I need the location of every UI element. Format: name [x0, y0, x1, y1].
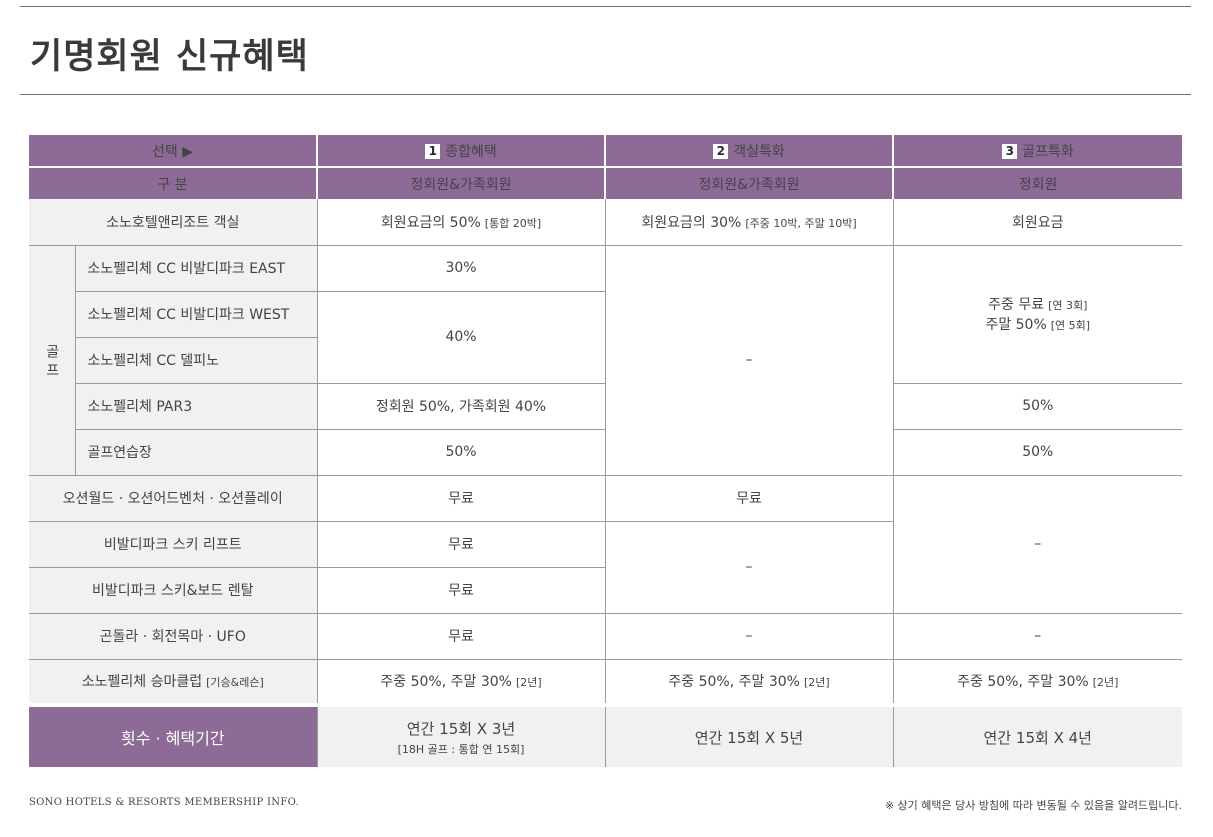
row-label-golf-west: 소노펠리체 CC 비발디파크 WEST [74, 291, 318, 338]
header-row-members: 구 분 정회원&가족회원 정회원&가족회원 정회원 [29, 166, 1183, 199]
row-label-period: 횟수 · 혜택기간 [29, 703, 318, 767]
option-2-header[interactable]: 2 객실특화 [605, 135, 895, 167]
par3-option-3: 50% [892, 383, 1183, 430]
gondola-option-2: – [604, 613, 894, 660]
footer-disclaimer: ※ 상기 혜택은 당사 방침에 따라 변동될 수 있음을 알려드립니다. [884, 799, 1182, 812]
row-label-par3: 소노펠리체 PAR3 [74, 383, 318, 430]
ski-rental-option-1: 무료 [316, 567, 606, 614]
cell-note: [연 3회] [1048, 299, 1088, 312]
row-label-riding: 소노펠리체 승마클럽 [기승&레슨] [29, 659, 318, 706]
cell-note: [통합 20박] [484, 216, 542, 230]
category-label: 구 분 [29, 166, 319, 199]
table-row: 소노펠리체 CC 비발디파크 WEST 40% [29, 291, 1182, 384]
ski-lift-option-1: 무료 [316, 521, 606, 568]
hotel-option-2: 회원요금의 30% [주중 10박, 주말 10박] [604, 199, 894, 246]
ocean-option-1: 무료 [316, 475, 606, 522]
hotel-option-3: 회원요금 [892, 199, 1183, 246]
table-row: 골 프 소노펠리체 CC 비발디파크 EAST 30% – 주중 무료 [연 3회… [29, 245, 1183, 476]
cell-note: [기승&레슨] [206, 676, 264, 690]
riding-option-3: 주중 50%, 주말 30% [2년] [892, 659, 1183, 706]
option-3-number: 3 [1002, 144, 1018, 159]
riding-option-1: 주중 50%, 주말 30% [2년] [316, 659, 606, 706]
row-label-ski-lift: 비발디파크 스키 리프트 [29, 521, 318, 568]
table-row: 비발디파크 스키&보드 렌탈 무료 [29, 567, 1182, 614]
period-option-1: 연간 15회 X 3년 [18H 골프 : 통합 연 15회] [316, 703, 606, 767]
ocean-ski-option-3: – [892, 475, 1183, 614]
table-row: 소노펠리체 승마클럽 [기승&레슨] 주중 50%, 주말 30% [2년] 주중 … [29, 659, 1183, 706]
cell-value: 주중 무료 [988, 297, 1045, 313]
option-1-members: 정회원&가족회원 [317, 166, 607, 199]
table-row: 곤돌라 · 회전목마 · UFO 무료 – – [29, 613, 1183, 660]
golf-west-option-1: 40% [316, 291, 606, 384]
table-row: 소노펠리체 CC 델피노 [29, 337, 1182, 384]
option-3-header[interactable]: 3 골프특화 [893, 135, 1183, 167]
cell-note: [2년] [515, 676, 542, 690]
golf-east-option-1: 30% [316, 245, 606, 292]
option-3-members: 정회원 [893, 166, 1183, 199]
ocean-option-2: 무료 [604, 475, 894, 522]
gondola-option-3: – [892, 613, 1183, 660]
table-row: 비발디파크 스키 리프트 무료 – [29, 521, 1182, 614]
golf-group-label: 골 프 [29, 245, 76, 476]
gondola-option-1: 무료 [316, 613, 606, 660]
option-1-header[interactable]: 1 종합혜택 [317, 135, 607, 167]
option-3-name: 골프특화 [1022, 143, 1074, 160]
title-rule [20, 94, 1191, 95]
table-row: 소노펠리체 PAR3 정회원 50%, 가족회원 40% 50% [29, 383, 1183, 430]
cell-note: [18H 골프 : 통합 연 15회] [397, 742, 525, 756]
ski-option-2: – [604, 521, 894, 614]
hotel-option-1: 회원요금의 50% [통합 20박] [316, 199, 606, 246]
table-row-period: 횟수 · 혜택기간 연간 15회 X 3년 [18H 골프 : 통합 연 15회]… [29, 703, 1183, 767]
par3-option-1: 정회원 50%, 가족회원 40% [316, 383, 606, 430]
riding-option-2: 주중 50%, 주말 30% [2년] [604, 659, 894, 706]
option-2-name: 객실특화 [733, 143, 785, 160]
option-2-number: 2 [713, 144, 729, 159]
golf-option-3: 주중 무료 [연 3회] 주말 50% [연 5회] [892, 245, 1183, 384]
cell-value: 주중 50%, 주말 30% [668, 674, 800, 691]
cell-value: 회원요금의 50% [380, 214, 481, 231]
top-rule [20, 6, 1191, 7]
option-2-members: 정회원&가족회원 [605, 166, 895, 199]
period-option-3: 연간 15회 X 4년 [892, 703, 1183, 767]
cell-value: 회원요금의 30% [641, 214, 742, 231]
cell-note: [연 5회] [1050, 319, 1091, 332]
footer-brand: SONO HOTELS & RESORTS MEMBERSHIP INFO. [29, 797, 299, 808]
driving-range-option-1: 50% [316, 429, 606, 476]
cell-value: 주중 50%, 주말 30% [957, 674, 1089, 691]
table-row: 오션월드 · 오션어드벤처 · 오션플레이 무료 무료 – [29, 475, 1183, 614]
cell-note: [주중 10박, 주말 10박] [745, 216, 857, 230]
option-1-name: 종합혜택 [445, 143, 497, 160]
cell-value: 주중 50%, 주말 30% [380, 674, 512, 691]
row-label-ski-rental: 비발디파크 스키&보드 렌탈 [29, 567, 318, 614]
table-row: 소노호텔앤리조트 객실 회원요금의 50% [통합 20박] 회원요금의 30%[… [29, 199, 1183, 246]
page-title: 기명회원 신규혜택 [30, 37, 309, 77]
row-label-golf-delpino: 소노펠리체 CC 델피노 [74, 337, 318, 384]
option-1-number: 1 [425, 144, 441, 159]
golf-option-2: – [604, 245, 894, 476]
driving-range-option-3: 50% [892, 429, 1183, 476]
row-label-gondola: 곤돌라 · 회전목마 · UFO [29, 613, 318, 660]
period-option-2: 연간 15회 X 5년 [604, 703, 894, 767]
row-label-golf-east: 소노펠리체 CC 비발디파크 EAST [74, 245, 318, 292]
benefits-table: 선택 ▶ 1 종합혜택 2 객실특화 3 골프특화 구 분 정회원&가족회원 정회원&… [29, 135, 1183, 767]
row-label-hotel: 소노호텔앤리조트 객실 [29, 199, 318, 246]
cell-value: 주말 50% [985, 317, 1047, 333]
row-label-ocean: 오션월드 · 오션어드벤처 · 오션플레이 [29, 475, 318, 522]
select-label: 선택 ▶ [29, 135, 319, 167]
header-row-select: 선택 ▶ 1 종합혜택 2 객실특화 3 골프특화 [29, 135, 1183, 167]
cell-note: [2년] [1092, 676, 1119, 690]
cell-note: [2년] [803, 676, 830, 690]
row-label-driving-range: 골프연습장 [74, 429, 318, 476]
table-row: 골프연습장 50% 50% [29, 429, 1183, 476]
cell-value: 소노펠리체 승마클럽 [81, 674, 203, 691]
cell-value: 연간 15회 X 3년 [406, 719, 516, 738]
